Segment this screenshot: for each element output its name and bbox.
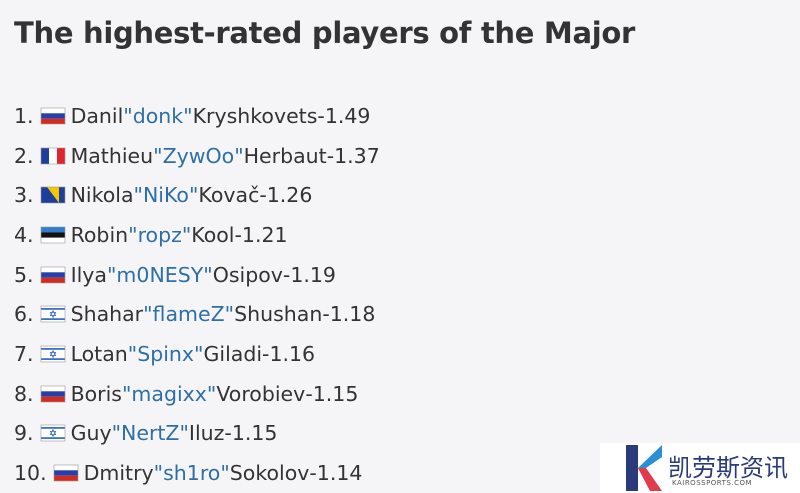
last-name: Iluz bbox=[188, 421, 225, 446]
player-row: 10. Dmitry "sh1ro" Sokolov - 1.14 bbox=[14, 453, 380, 493]
first-name: Robin bbox=[70, 222, 129, 247]
flag bbox=[53, 464, 78, 482]
rating: 1.21 bbox=[241, 222, 288, 247]
rating: 1.26 bbox=[266, 183, 313, 208]
first-name: Danil bbox=[70, 103, 124, 128]
separator: - bbox=[309, 461, 317, 486]
separator: - bbox=[262, 341, 270, 366]
last-name: Osipov bbox=[212, 262, 283, 287]
rating: 1.16 bbox=[269, 341, 316, 366]
rating: 1.49 bbox=[324, 103, 371, 128]
player-list: 1. Danil "donk" Kryshkovets - 1.49 2. Mathi… bbox=[14, 96, 380, 493]
nickname: "donk" bbox=[123, 103, 193, 128]
separator: - bbox=[322, 302, 330, 327]
flag bbox=[40, 425, 65, 442]
rank: 2. bbox=[14, 143, 34, 168]
player-row: 6. Shahar "flameZ" Shushan - 1.18 bbox=[14, 294, 380, 334]
rating: 1.14 bbox=[316, 461, 363, 486]
first-name: Lotan bbox=[70, 341, 128, 366]
rating: 1.19 bbox=[290, 262, 336, 287]
nickname: "Spinx" bbox=[127, 341, 204, 366]
rank: 7. bbox=[14, 341, 34, 366]
watermark-logo bbox=[626, 445, 662, 491]
last-name: Giladi bbox=[203, 341, 263, 366]
rank: 8. bbox=[14, 381, 34, 406]
flag bbox=[40, 107, 65, 125]
last-name: Kovač bbox=[198, 183, 260, 208]
last-name: Vorobiev bbox=[216, 381, 306, 406]
separator: - bbox=[234, 222, 242, 247]
last-name: Kryshkovets bbox=[192, 103, 318, 128]
watermark-name: 凯劳斯资讯 bbox=[668, 454, 788, 482]
nickname: "sh1ro" bbox=[153, 461, 230, 486]
last-name: Sokolov bbox=[229, 461, 310, 486]
watermark-site: KAIROSSPORTS.COM bbox=[672, 479, 753, 487]
rank: 6. bbox=[14, 302, 34, 327]
player-row: 1. Danil "donk" Kryshkovets - 1.49 bbox=[14, 96, 380, 136]
last-name: Herbaut bbox=[243, 143, 327, 168]
nickname: "ZywOo" bbox=[153, 143, 244, 168]
rating: 1.15 bbox=[312, 381, 359, 406]
nickname: "flameZ" bbox=[143, 302, 235, 327]
separator: - bbox=[282, 262, 291, 287]
rating: 1.18 bbox=[329, 302, 376, 327]
flag bbox=[40, 186, 65, 204]
rank: 10. bbox=[14, 461, 47, 486]
flag bbox=[40, 147, 65, 164]
player-row: 4. Robin "ropz" Kool - 1.21 bbox=[14, 215, 380, 255]
player-row: 8. Boris "magixx" Vorobiev - 1.15 bbox=[14, 374, 380, 414]
separator: - bbox=[259, 183, 267, 208]
nickname: "magixx" bbox=[121, 381, 217, 406]
flag bbox=[40, 226, 65, 244]
rating: 1.37 bbox=[334, 143, 380, 168]
player-row: 2. Mathieu "ZywOo" Herbaut - 1.37 bbox=[14, 136, 380, 176]
separator: - bbox=[326, 143, 335, 168]
rating: 1.15 bbox=[231, 421, 278, 446]
separator: - bbox=[317, 103, 325, 128]
flag bbox=[40, 345, 65, 363]
first-name: Ilya bbox=[70, 262, 107, 287]
player-row: 3. Nikola "NiKo" Kovač - 1.26 bbox=[14, 175, 380, 215]
first-name: Guy bbox=[70, 421, 112, 446]
nickname: "m0NESY" bbox=[107, 262, 213, 287]
nickname: "ropz" bbox=[128, 222, 192, 247]
watermark: 凯劳斯资讯 KAIROSSPORTS.COM bbox=[600, 443, 800, 493]
nickname: "NiKo" bbox=[133, 183, 199, 208]
first-name: Boris bbox=[70, 381, 122, 406]
first-name: Shahar bbox=[70, 302, 144, 327]
rank: 5. bbox=[14, 262, 34, 287]
rank: 4. bbox=[14, 222, 34, 247]
player-row: 7. Lotan "Spinx" Giladi - 1.16 bbox=[14, 334, 380, 374]
separator: - bbox=[305, 381, 313, 406]
nickname: "NertZ" bbox=[111, 421, 189, 446]
player-row: 9. Guy "NertZ" Iluz - 1.15 bbox=[14, 414, 380, 454]
last-name: Shushan bbox=[234, 302, 323, 327]
flag bbox=[40, 305, 65, 323]
title: The highest-rated players of the Major bbox=[14, 16, 635, 50]
player-row: 5. Ilya "m0NESY" Osipov - 1.19 bbox=[14, 255, 380, 295]
rank: 1. bbox=[14, 103, 34, 128]
flag bbox=[40, 266, 65, 283]
last-name: Kool bbox=[191, 222, 235, 247]
rank: 3. bbox=[14, 183, 34, 208]
first-name: Dmitry bbox=[83, 461, 154, 486]
first-name: Mathieu bbox=[70, 143, 154, 168]
separator: - bbox=[224, 421, 232, 446]
rank: 9. bbox=[14, 421, 34, 446]
first-name: Nikola bbox=[70, 183, 134, 208]
flag bbox=[40, 385, 65, 402]
